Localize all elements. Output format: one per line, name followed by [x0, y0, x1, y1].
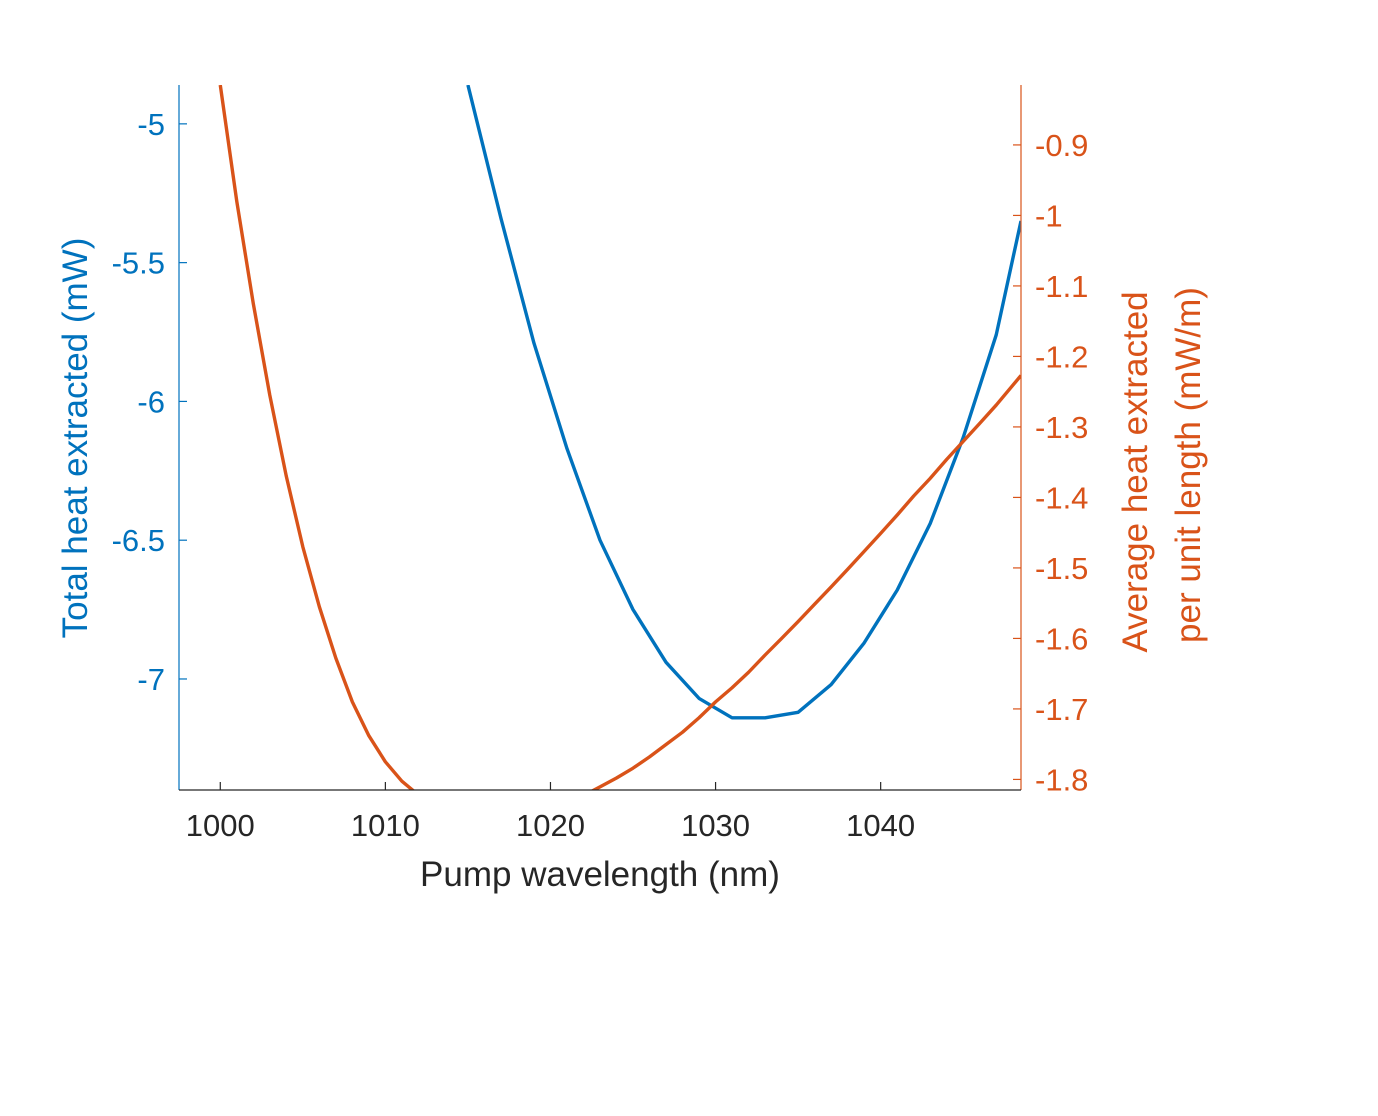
left-y-tick-label: -6.5 [112, 523, 165, 558]
x-tick-label: 1020 [516, 808, 585, 843]
right-y-tick-label: -1.1 [1035, 269, 1088, 304]
right-y-tick-label: -1.8 [1035, 762, 1088, 797]
ticks-layer: 1000 1010 1020 1030 1040 -5 -5.5 -6 -6.5 -7 -0.9 -1… [112, 107, 1089, 843]
x-axis-title: Pump wavelength (nm) [420, 855, 780, 894]
series-layer [218, 85, 1021, 790]
left-y-tick-label: -6 [137, 384, 165, 419]
right-y-axis-title-line-2: per unit length (mW/m) [1169, 287, 1208, 643]
total-heat-series-line [466, 85, 1021, 720]
average-heat-series-line [218, 85, 1021, 790]
x-tick-label: 1010 [351, 808, 420, 843]
right-y-tick-label: -1.4 [1035, 480, 1088, 515]
x-tick-label: 1030 [681, 808, 750, 843]
right-y-axis-title-line-1: Average heat extracted [1116, 291, 1155, 652]
left-y-axis-title: Total heat extracted (mW) [56, 238, 95, 639]
right-y-tick-label: -0.9 [1035, 128, 1088, 163]
left-y-tick-label: -5.5 [112, 246, 165, 281]
left-y-tick-label: -7 [137, 662, 165, 697]
right-y-tick-label: -1.7 [1035, 692, 1088, 727]
right-y-tick-label: -1 [1035, 198, 1063, 233]
right-y-tick-label: -1.6 [1035, 621, 1088, 656]
right-y-tick-label: -1.5 [1035, 551, 1088, 586]
x-tick-label: 1040 [846, 808, 915, 843]
right-y-tick-label: -1.2 [1035, 339, 1088, 374]
right-y-tick-label: -1.3 [1035, 410, 1088, 445]
x-tick-label: 1000 [186, 808, 255, 843]
left-y-tick-label: -5 [137, 107, 165, 142]
